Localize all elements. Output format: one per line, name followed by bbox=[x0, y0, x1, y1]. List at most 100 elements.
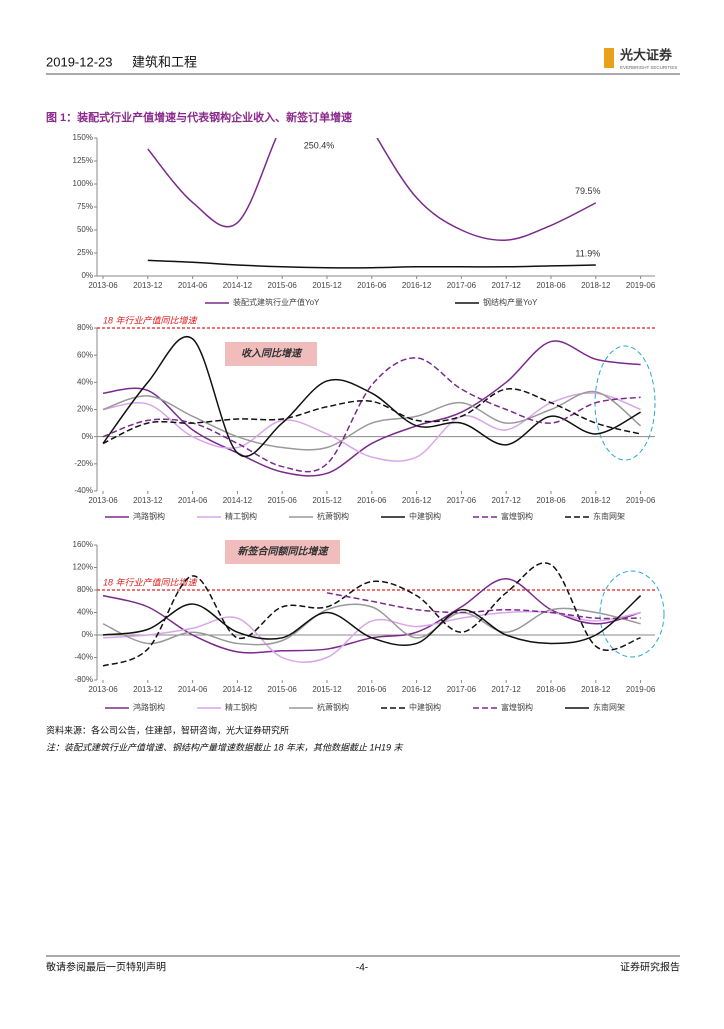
x-tick-label: 2017-06 bbox=[447, 685, 477, 694]
x-tick-label: 2017-06 bbox=[447, 281, 477, 290]
y-tick-label: 160% bbox=[73, 540, 93, 549]
value-label: 11.9% bbox=[575, 248, 600, 258]
y-tick-label: 120% bbox=[73, 563, 93, 572]
x-tick-label: 2017-12 bbox=[492, 685, 522, 694]
x-tick-label: 2014-06 bbox=[178, 685, 208, 694]
y-tick-label: 50% bbox=[77, 225, 93, 234]
annotation: 收入同比增速 bbox=[241, 348, 303, 360]
x-tick-label: 2016-12 bbox=[402, 496, 432, 505]
y-tick-label: 100% bbox=[73, 179, 93, 188]
x-tick-label: 2018-12 bbox=[581, 281, 611, 290]
plot-area bbox=[147, 138, 597, 269]
series-line bbox=[102, 610, 641, 663]
series-line bbox=[102, 390, 642, 451]
legend-label: 富煌钢构 bbox=[501, 511, 533, 521]
x-tick-label: 2018-12 bbox=[581, 685, 611, 694]
x-tick-label: 2013-12 bbox=[133, 685, 163, 694]
x-tick-label: 2015-06 bbox=[268, 685, 298, 694]
x-tick-label: 2013-06 bbox=[88, 685, 118, 694]
legend-label: 东南网架 bbox=[593, 702, 625, 712]
x-tick-label: 2014-12 bbox=[223, 685, 253, 694]
y-tick-label: 0% bbox=[81, 271, 93, 280]
x-tick-label: 2015-12 bbox=[312, 496, 342, 505]
y-tick-label: 150% bbox=[73, 133, 93, 142]
x-tick-label: 2014-06 bbox=[178, 496, 208, 505]
highlight-ellipse bbox=[599, 570, 665, 658]
x-tick-label: 2015-06 bbox=[268, 281, 298, 290]
legend-label: 精工钢构 bbox=[225, 511, 257, 521]
footer-right: 证券研究报告 bbox=[620, 961, 680, 974]
x-tick-label: 2014-12 bbox=[223, 281, 253, 290]
y-tick-label: 40% bbox=[77, 608, 93, 617]
legend-label: 钢结构产量YoY bbox=[483, 297, 538, 307]
y-tick-label: -40% bbox=[74, 486, 93, 495]
x-tick-label: 2014-06 bbox=[178, 281, 208, 290]
header-section: 建筑和工程 bbox=[132, 54, 197, 69]
x-tick-label: 2016-06 bbox=[357, 496, 387, 505]
legend-label: 富煌钢构 bbox=[501, 702, 533, 712]
y-tick-label: 0% bbox=[81, 630, 93, 639]
figure-title: 图 1：装配式行业产值增速与代表钢构企业收入、新签订单增速 bbox=[46, 110, 352, 124]
footer-left: 敬请参阅最后一页特别声明 bbox=[46, 961, 166, 974]
legend-label: 中建钢构 bbox=[409, 511, 441, 521]
series-line bbox=[102, 357, 641, 473]
reference-label: 18 年行业产值同比增速 bbox=[103, 577, 199, 587]
logo-icon bbox=[604, 48, 614, 68]
x-tick-label: 2016-12 bbox=[402, 685, 432, 694]
y-tick-label: -20% bbox=[74, 459, 93, 468]
y-tick-label: 80% bbox=[77, 323, 93, 332]
x-tick-label: 2016-06 bbox=[357, 685, 387, 694]
legend-label: 精工钢构 bbox=[225, 702, 257, 712]
y-tick-label: 80% bbox=[77, 585, 93, 594]
x-tick-label: 2019-06 bbox=[626, 685, 656, 694]
series-line bbox=[102, 336, 641, 457]
y-tick-label: 75% bbox=[77, 202, 93, 211]
x-tick-label: 2015-12 bbox=[312, 685, 342, 694]
series-line bbox=[102, 603, 641, 646]
legend-label: 中建钢构 bbox=[409, 702, 441, 712]
y-tick-label: 125% bbox=[73, 156, 93, 165]
x-tick-label: 2017-12 bbox=[492, 496, 522, 505]
y-tick-label: 0% bbox=[81, 432, 93, 441]
x-tick-label: 2017-06 bbox=[447, 496, 477, 505]
series-line bbox=[102, 392, 641, 462]
value-label: 250.4% bbox=[304, 140, 335, 150]
x-tick-label: 2019-06 bbox=[626, 281, 656, 290]
logo-text: 光大证券 bbox=[619, 47, 673, 62]
x-tick-label: 2013-06 bbox=[88, 281, 118, 290]
x-tick-label: 2013-12 bbox=[133, 496, 163, 505]
x-tick-label: 2019-06 bbox=[626, 496, 656, 505]
series-line bbox=[326, 592, 641, 620]
x-tick-label: 2018-06 bbox=[536, 281, 566, 290]
legend-label: 鸿路钢构 bbox=[133, 702, 165, 712]
legend-label: 装配式建筑行业产值YoY bbox=[233, 297, 320, 307]
value-label: 79.5% bbox=[575, 186, 601, 196]
legend-label: 杭萧钢构 bbox=[317, 511, 349, 521]
legend-label: 鸿路钢构 bbox=[133, 511, 165, 521]
x-tick-label: 2017-12 bbox=[492, 281, 522, 290]
reference-label: 18 年行业产值同比增速 bbox=[103, 315, 199, 325]
x-tick-label: 2013-06 bbox=[88, 496, 118, 505]
footer-center: -4- bbox=[356, 963, 368, 974]
plot-area bbox=[102, 336, 642, 477]
logo-sub: EVERBRIGHT SECURITIES bbox=[620, 65, 677, 70]
legend-label: 东南网架 bbox=[593, 511, 625, 521]
note: 注：装配式建筑行业产值增速、钢结构产量增速数据截止 18 年末，其他数据截止 1… bbox=[46, 742, 404, 752]
x-tick-label: 2016-06 bbox=[357, 281, 387, 290]
annotation-box bbox=[225, 540, 340, 564]
x-tick-label: 2013-12 bbox=[133, 281, 163, 290]
y-tick-label: -40% bbox=[74, 653, 93, 662]
y-tick-label: 25% bbox=[77, 248, 93, 257]
series-line bbox=[102, 595, 642, 647]
source: 资料来源：各公司公告，住建部，智研咨询，光大证券研究所 bbox=[46, 724, 289, 735]
y-tick-label: 60% bbox=[77, 350, 93, 359]
series-line bbox=[147, 259, 596, 269]
annotation: 新签合同额同比增速 bbox=[238, 546, 330, 558]
x-tick-label: 2014-12 bbox=[223, 496, 253, 505]
x-tick-label: 2018-06 bbox=[536, 685, 566, 694]
y-tick-label: 20% bbox=[77, 405, 93, 414]
x-tick-label: 2018-06 bbox=[536, 496, 566, 505]
series-line bbox=[102, 562, 641, 667]
x-tick-label: 2018-12 bbox=[581, 496, 611, 505]
